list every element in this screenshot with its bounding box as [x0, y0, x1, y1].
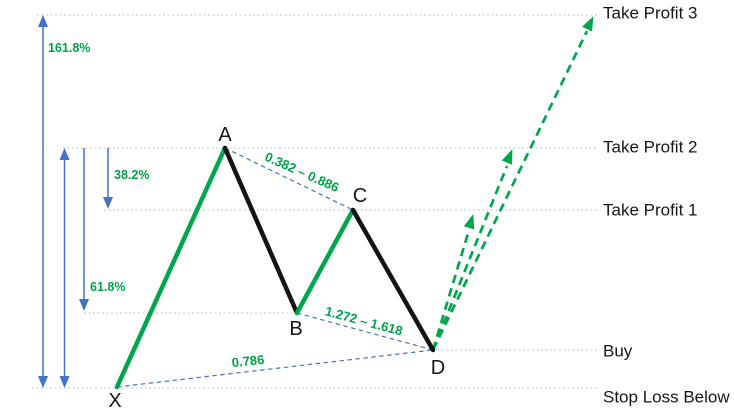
arrow-down-icon: [59, 376, 70, 388]
arrow-up-icon: [59, 148, 70, 160]
point-label-b: B: [289, 318, 303, 340]
arrow-down-icon: [103, 197, 113, 209]
arrow-up-icon: [38, 15, 48, 27]
xd-retracement-line: [116, 349, 434, 388]
arrow-up-icon: [582, 16, 594, 32]
leg-cd: [350, 207, 436, 353]
target-arrow-tp3: [431, 16, 594, 351]
level-label-take-profit-3: Take Profit 3: [603, 3, 698, 23]
level-label-stop-loss: Stop Loss Below: [603, 387, 730, 407]
fib-label-161-8: 161.8%: [48, 41, 91, 55]
leg-xa: [114, 145, 228, 390]
leg-ab: [222, 145, 300, 316]
level-label-take-profit-2: Take Profit 2: [603, 137, 698, 157]
fib-label-61-8: 61.8%: [90, 280, 126, 294]
arrow-up-icon: [463, 214, 475, 230]
point-label-a: A: [218, 124, 232, 146]
leg-bc: [294, 207, 356, 316]
fib-arrow-38-2-retracement: [103, 148, 113, 209]
fib-arrow-161-8-extension: [38, 15, 48, 388]
level-label-take-profit-1: Take Profit 1: [603, 200, 698, 220]
ratio-label-xd: 0.786: [231, 351, 265, 371]
arrow-down-icon: [38, 376, 48, 388]
fib-arrow-xa-range: [59, 148, 70, 388]
point-label-c: C: [352, 185, 368, 207]
arrow-down-icon: [79, 299, 89, 311]
arrow-up-icon: [501, 149, 513, 165]
point-label-x: X: [108, 390, 122, 412]
point-label-d: D: [430, 357, 446, 379]
fib-arrow-61-8-retracement: [79, 148, 89, 311]
fib-label-38-2: 38.2%: [114, 168, 150, 182]
target-arrow-tp2: [431, 149, 513, 351]
target-arrow-tp1: [431, 214, 475, 351]
level-label-buy: Buy: [603, 341, 633, 361]
